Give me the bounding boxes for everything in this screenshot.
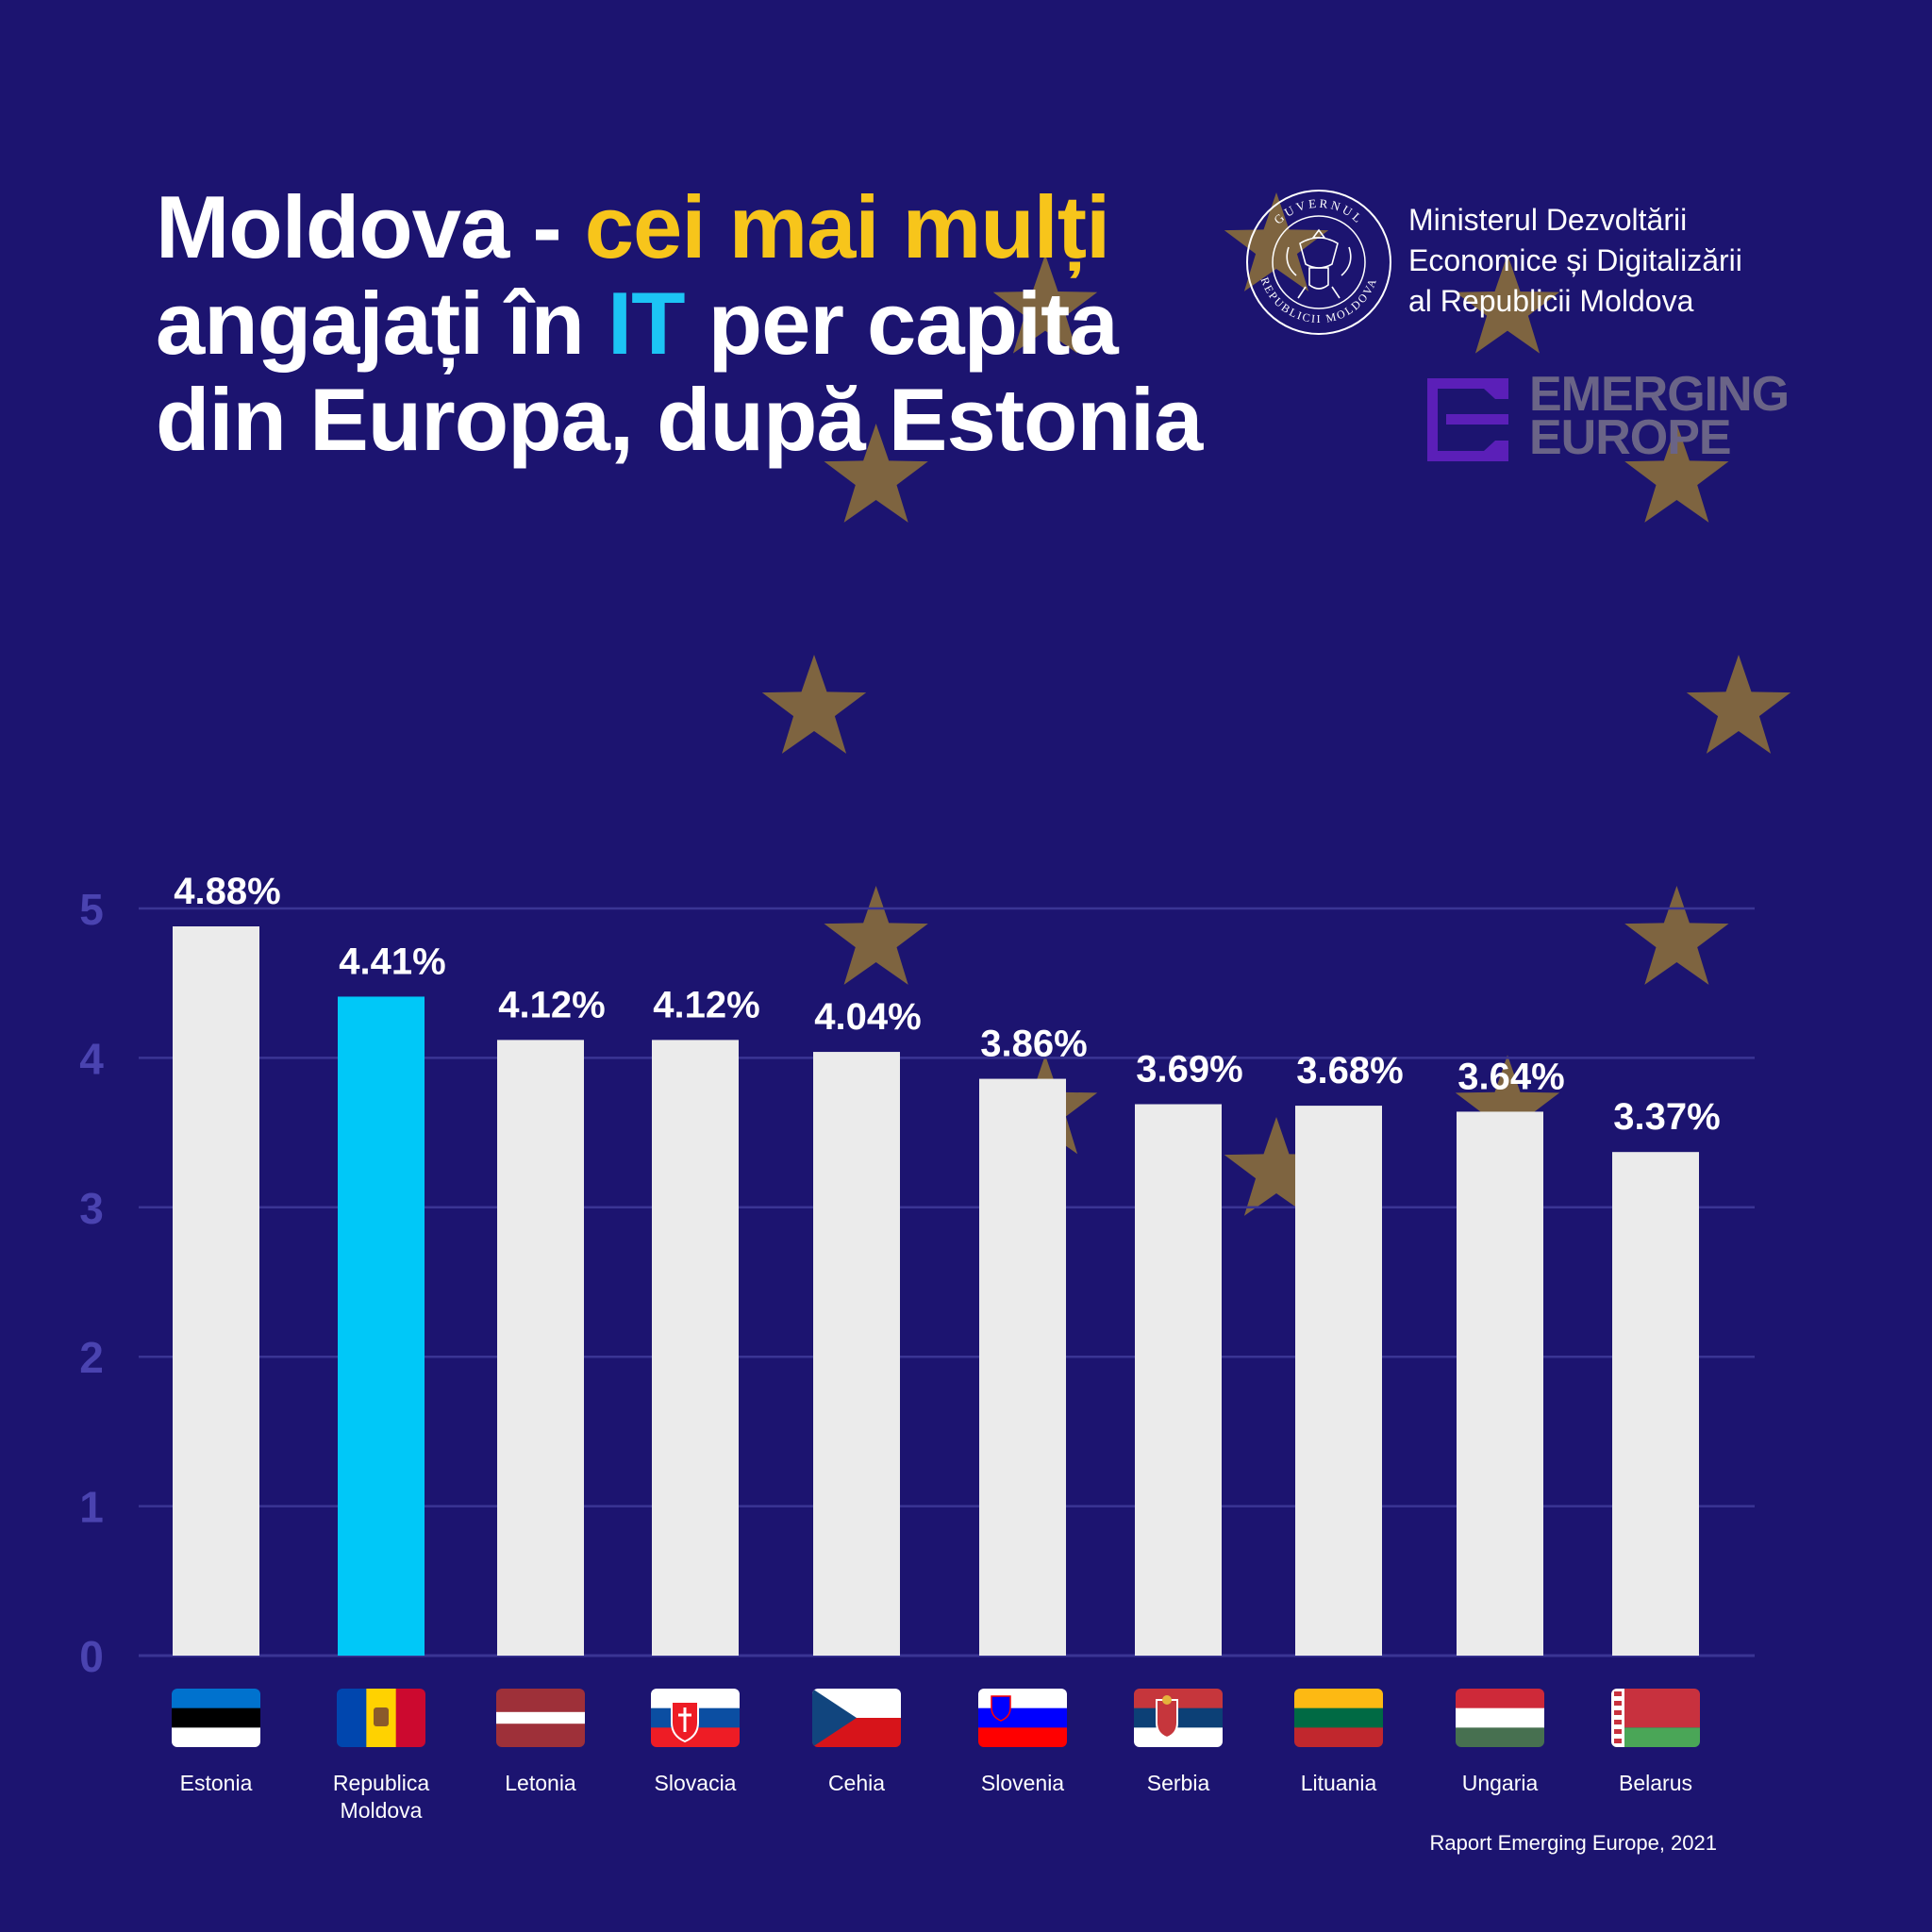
bar-value-label: 4.12% <box>653 984 759 1025</box>
bar <box>1457 1111 1543 1656</box>
star-icon <box>1224 192 1329 291</box>
x-tick-label: Serbia <box>1147 1771 1210 1795</box>
x-tick-label: Lituania <box>1301 1771 1377 1795</box>
ministry-line: Economice și Digitalizării <box>1408 243 1742 277</box>
x-tick-label: Slovacia <box>655 1771 737 1795</box>
bar <box>1135 1104 1222 1656</box>
y-tick-label: 4 <box>79 1034 104 1083</box>
lithuania-flag-icon <box>1294 1689 1383 1747</box>
x-tick-label: Slovenia <box>981 1771 1064 1795</box>
serbia-flag-icon <box>1134 1689 1223 1747</box>
bars <box>173 926 1699 1656</box>
svg-text:GUVERNUL: GUVERNUL <box>1271 196 1366 227</box>
bar-value-label: 4.41% <box>339 941 445 982</box>
ministry-header: GUVERNUL REPUBLICII MOLDOVA Ministerul D… <box>1243 181 1772 360</box>
hungary-flag-icon <box>1456 1689 1544 1747</box>
title-it-highlight: IT <box>607 274 686 373</box>
star-icon <box>1624 424 1729 523</box>
bar-value-label: 4.12% <box>498 984 605 1025</box>
star-icon <box>1624 886 1729 985</box>
source-note: Raport Emerging Europe, 2021 <box>1429 1831 1717 1855</box>
bar-value-labels: 4.88% 4.41% 4.12% 4.12% 4.04% 3.86% 3.69% 3.68%… <box>174 871 1720 1138</box>
x-axis-labels: Estonia Republica Moldova Letonia Slovacia Ce… <box>180 1771 1692 1823</box>
title-text: per capita <box>684 274 1119 373</box>
bar-value-label: 3.86% <box>980 1024 1087 1065</box>
bar-value-label: 4.88% <box>174 871 280 912</box>
y-axis: 0 1 2 3 4 5 <box>79 885 104 1681</box>
x-tick-label: Estonia <box>180 1771 253 1795</box>
star-icon <box>761 655 867 754</box>
y-tick-label: 2 <box>79 1333 104 1382</box>
belarus-flag-icon <box>1611 1689 1700 1747</box>
x-tick-label: Republica <box>333 1771 429 1795</box>
emerging-europe-wordmark: EMERGING EUROPE <box>1529 367 1790 465</box>
y-tick-label: 1 <box>79 1483 104 1532</box>
svg-text:REPUBLICII MOLDOVA: REPUBLICII MOLDOVA <box>1257 275 1379 325</box>
title-text: Moldova - <box>156 177 585 276</box>
title-text: din Europa, după Estonia <box>156 370 1203 469</box>
bar <box>338 996 425 1656</box>
country-flags <box>172 1689 1700 1747</box>
y-tick-label: 0 <box>79 1632 104 1681</box>
emerging-europe-logo: EMERGING EUROPE <box>1427 367 1790 467</box>
x-tick-label: Letonia <box>505 1771 576 1795</box>
bar-value-label: 3.69% <box>1136 1049 1242 1091</box>
bar-value-label: 4.04% <box>814 996 921 1038</box>
page-title: Moldova - cei mai mulți angajați în IT p… <box>156 179 1241 468</box>
star-icon <box>824 424 928 523</box>
x-tick-label: Ungaria <box>1462 1771 1539 1795</box>
logo-text: EUROPE <box>1529 410 1732 465</box>
bar <box>1612 1152 1699 1656</box>
star-icon <box>1686 655 1791 754</box>
bar <box>652 1040 739 1656</box>
star-icon <box>1455 1055 1560 1155</box>
bar <box>497 1040 584 1656</box>
seal-text-bottom: REPUBLICII MOLDOVA <box>1257 275 1377 325</box>
x-tick-label: Cehia <box>828 1771 885 1795</box>
bar-value-label: 3.68% <box>1296 1050 1403 1091</box>
estonia-flag-icon <box>172 1689 260 1747</box>
bar-value-label: 3.37% <box>1613 1096 1720 1138</box>
star-icon <box>824 886 928 985</box>
star-icon <box>1224 1117 1329 1216</box>
slovakia-flag-icon <box>651 1689 740 1747</box>
czechia-flag-icon <box>812 1689 901 1747</box>
bar <box>173 926 259 1656</box>
y-tick-label: 3 <box>79 1184 104 1233</box>
moldova-flag-icon <box>337 1689 425 1747</box>
seal-text-top: GUVERNUL <box>1271 196 1363 227</box>
latvia-flag-icon <box>496 1689 585 1747</box>
ministry-line: al Republicii Moldova <box>1408 284 1694 318</box>
bar-value-label: 3.64% <box>1457 1056 1564 1097</box>
star-icon <box>992 254 1098 354</box>
logo-text: EMERGING <box>1529 367 1790 422</box>
emerging-europe-logo-icon <box>1427 378 1508 461</box>
y-tick-label: 5 <box>79 885 104 934</box>
bar <box>813 1052 900 1656</box>
x-tick-label: Belarus <box>1619 1771 1692 1795</box>
title-highlight: cei mai mulți <box>584 177 1110 276</box>
government-seal-icon: GUVERNUL REPUBLICII MOLDOVA <box>1246 190 1391 335</box>
ministry-name: Ministerul Dezvoltării Economice și Digi… <box>1408 200 1742 322</box>
ministry-line: Ministerul Dezvoltării <box>1408 203 1688 237</box>
star-icon <box>1455 254 1560 354</box>
title-text: angajați în <box>156 274 608 373</box>
slovenia-flag-icon <box>978 1689 1067 1747</box>
bar <box>1295 1106 1382 1656</box>
x-tick-label: Moldova <box>341 1798 423 1823</box>
bar <box>979 1078 1066 1656</box>
